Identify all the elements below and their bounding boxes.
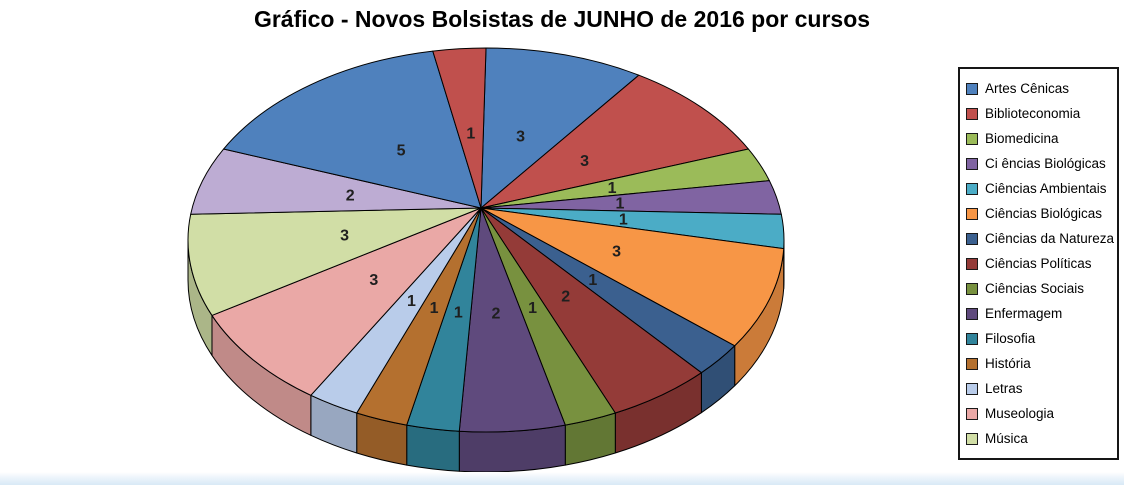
legend-item-label: Letras	[985, 381, 1023, 396]
legend-item-label: Enfermagem	[985, 306, 1063, 321]
legend-swatch-icon	[966, 332, 978, 345]
pie-slice-side-11	[406, 424, 460, 472]
legend-swatch-icon	[966, 232, 978, 245]
slice-value-label-14: 3	[369, 272, 378, 289]
legend-item[interactable]: Ci ências Biológicas	[966, 156, 1115, 171]
legend-item[interactable]: Ciências Políticas	[966, 256, 1115, 271]
legend-item[interactable]: Ciências Biológicas	[966, 206, 1115, 221]
legend-swatch-icon	[966, 432, 978, 445]
pie-slice-2[interactable]	[480, 74, 749, 209]
slice-value-label-1: 3	[516, 129, 525, 146]
legend-swatch-icon	[966, 257, 978, 270]
legend-item-label: Música	[985, 431, 1028, 446]
legend-item[interactable]: Música	[966, 431, 1115, 446]
slice-value-label-2: 3	[580, 153, 589, 170]
slice-value-label-17: 5	[397, 143, 406, 160]
legend-item[interactable]: Artes Cênicas	[966, 81, 1115, 96]
legend-item[interactable]: Enfermagem	[966, 306, 1115, 321]
slice-value-label-4: 1	[615, 195, 624, 212]
legend-item[interactable]: Ciências Sociais	[966, 281, 1115, 296]
legend-item-label: Ciências Sociais	[985, 281, 1085, 296]
legend-swatch-icon	[966, 307, 978, 320]
pie-slice-14[interactable]	[211, 207, 482, 396]
slice-value-label-13: 1	[407, 293, 416, 310]
slice-value-label-11: 1	[454, 304, 463, 321]
slice-value-label-8: 2	[561, 289, 570, 306]
legend-item[interactable]: História	[966, 356, 1115, 371]
slice-value-label-3: 1	[608, 180, 617, 197]
legend-swatch-icon	[966, 132, 978, 145]
legend-swatch-icon	[966, 357, 978, 370]
legend-item[interactable]: Ciências Ambientais	[966, 181, 1115, 196]
legend-swatch-icon	[966, 407, 978, 420]
legend-item-label: História	[985, 356, 1031, 371]
legend-swatch-icon	[966, 107, 978, 120]
legend-item[interactable]: Biblioteconomia	[966, 106, 1115, 121]
slice-value-label-7: 1	[588, 272, 597, 289]
legend-item[interactable]: Museologia	[966, 406, 1115, 421]
legend-item-label: Museologia	[985, 406, 1055, 421]
legend-item-label: Filosofia	[985, 331, 1036, 346]
chart-legend: Artes Cênicas Biblioteconomia Biomedicina C…	[958, 67, 1119, 460]
legend-swatch-icon	[966, 282, 978, 295]
chart-title: Gráfico - Novos Bolsistas de JUNHO de 20…	[253, 6, 871, 32]
legend-item[interactable]: Letras	[966, 381, 1115, 396]
legend-swatch-icon	[966, 207, 978, 220]
legend-item-label: Ciências Ambientais	[985, 181, 1107, 196]
slice-value-label-5: 1	[619, 211, 628, 228]
legend-item-label: Biomedicina	[985, 131, 1059, 146]
legend-item[interactable]: Ciências da Natureza	[966, 231, 1115, 246]
legend-item-label: Ci ências Biológicas	[985, 156, 1106, 171]
pie-slice-17[interactable]	[223, 50, 482, 209]
legend-item-label: Ciências Biológicas	[985, 206, 1103, 221]
legend-swatch-icon	[966, 157, 978, 170]
pie-slice-15[interactable]	[187, 207, 482, 316]
pie-slice-18[interactable]	[432, 47, 487, 209]
legend-swatch-icon	[966, 182, 978, 195]
slice-value-label-9: 1	[528, 300, 537, 317]
legend-item-label: Ciências da Natureza	[985, 231, 1115, 246]
window-edge-strip	[0, 472, 1124, 485]
slice-value-label-16: 2	[346, 188, 355, 205]
slice-value-label-18: 1	[466, 126, 475, 143]
slice-value-label-12: 1	[430, 300, 439, 317]
legend-item-label: Artes Cênicas	[985, 81, 1070, 96]
legend-item-label: Biblioteconomia	[985, 106, 1081, 121]
legend-swatch-icon	[966, 382, 978, 395]
pie-slice-6[interactable]	[480, 207, 785, 347]
legend-item-label: Ciências Políticas	[985, 256, 1092, 271]
legend-item[interactable]: Biomedicina	[966, 131, 1115, 146]
pie-slice-1[interactable]	[480, 47, 640, 209]
legend-swatch-icon	[966, 82, 978, 95]
legend-item[interactable]: Filosofia	[966, 331, 1115, 346]
slice-value-label-6: 3	[612, 243, 621, 260]
slice-value-label-15: 3	[340, 228, 349, 245]
slice-value-label-10: 2	[491, 305, 500, 322]
